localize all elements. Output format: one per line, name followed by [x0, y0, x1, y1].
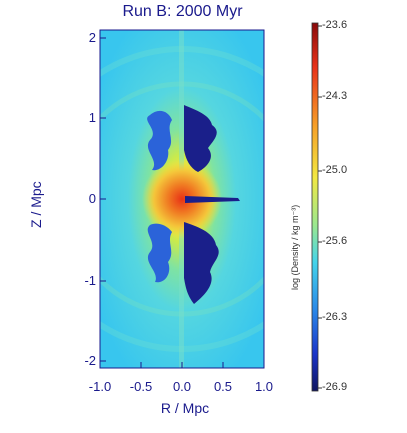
x-tick-label: -0.5	[129, 379, 153, 394]
x-tick-label: -1.0	[88, 379, 112, 394]
x-tick-label: 0.0	[172, 379, 192, 394]
x-axis-label: R / Mpc	[160, 400, 210, 416]
colorbar	[311, 22, 319, 392]
y-tick-label: -1	[84, 273, 96, 288]
colorbar-tick-label: -25.0	[322, 164, 348, 176]
x-tick-label: 1.0	[254, 379, 274, 394]
y-tick-label: -2	[84, 353, 96, 368]
y-tick-label: 2	[88, 30, 96, 45]
plot-area	[100, 30, 264, 368]
figure-title: Run B: 2000 Myr	[122, 3, 243, 20]
y-tick-label: 0	[88, 191, 96, 206]
colorbar-label: log (Density / kg m⁻³)	[290, 204, 300, 290]
axis-tick-marks	[99, 37, 265, 368]
x-tick-label: 0.5	[213, 379, 233, 394]
colorbar-tick-label: -25.6	[322, 235, 348, 247]
colorbar-tick-marks	[318, 25, 322, 389]
colorbar-tick-label: -26.9	[322, 381, 348, 393]
colorbar-tick-label: -26.3	[322, 311, 348, 323]
y-axis-label: Z / Mpc	[28, 181, 44, 228]
y-tick-label: 1	[88, 110, 96, 125]
colorbar-tick-label: -23.6	[322, 19, 348, 31]
colorbar-tick-label: -24.3	[322, 90, 348, 102]
